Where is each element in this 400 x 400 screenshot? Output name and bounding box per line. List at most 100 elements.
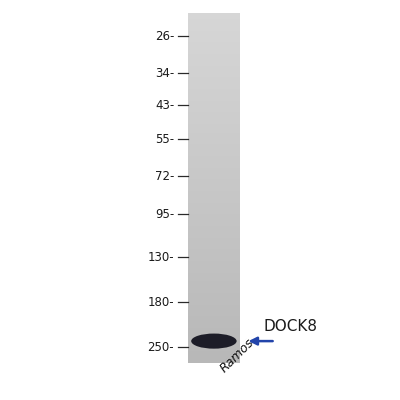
Bar [188,184,240,188]
Bar [188,359,240,363]
Bar [188,56,240,60]
Bar [188,257,240,261]
Bar [188,24,240,28]
Text: 43-: 43- [155,99,174,112]
Bar [188,100,240,104]
Bar [188,112,240,115]
Bar [188,88,240,92]
Bar [188,173,240,176]
Bar [188,176,240,179]
Text: Ramos: Ramos [218,336,257,375]
Bar [188,214,240,217]
Bar [188,263,240,267]
Bar [188,272,240,276]
Bar [188,199,240,203]
Bar [188,248,240,252]
Bar [188,80,240,83]
Bar [188,71,240,74]
Bar [188,91,240,95]
Bar [188,312,240,316]
Bar [188,266,240,270]
Bar [188,114,240,118]
Bar [188,48,240,51]
Bar [188,97,240,101]
Bar [188,150,240,153]
Text: 95-: 95- [155,208,174,221]
Bar [188,348,240,351]
Bar [188,126,240,130]
Text: 72-: 72- [155,170,174,183]
Bar [188,85,240,89]
Bar [188,187,240,191]
Bar [188,339,240,342]
Bar [188,190,240,194]
Bar [188,344,240,348]
Bar [188,18,240,22]
Bar [188,182,240,185]
Bar [188,330,240,334]
Bar [188,53,240,57]
Bar [188,327,240,331]
Bar [188,280,240,284]
Bar [188,12,240,16]
Text: 34-: 34- [155,67,174,80]
Bar [188,44,240,48]
Bar [188,216,240,220]
Bar [188,251,240,255]
Bar [188,65,240,69]
Bar [188,146,240,150]
Bar [188,117,240,121]
Bar [188,27,240,31]
Text: 55-: 55- [155,133,174,146]
Bar [188,353,240,357]
Bar [188,158,240,162]
Bar [188,74,240,77]
Bar [188,36,240,40]
Bar [188,33,240,37]
Bar [188,21,240,25]
Bar [188,202,240,206]
Bar [188,138,240,142]
Bar [188,321,240,325]
Bar [188,286,240,290]
Bar [188,196,240,200]
Bar [188,144,240,147]
Bar [188,234,240,238]
Bar [188,16,240,19]
Bar [188,59,240,63]
Bar [188,208,240,211]
Bar [188,304,240,308]
Bar [188,307,240,310]
Bar [188,120,240,124]
Bar [188,94,240,98]
Bar [188,219,240,223]
Bar [188,318,240,322]
Bar [188,260,240,264]
Bar [188,164,240,168]
Ellipse shape [191,334,237,349]
Bar [188,225,240,229]
Bar [188,170,240,174]
Bar [188,42,240,45]
Bar [188,316,240,319]
Bar [188,62,240,66]
Bar [188,123,240,127]
Bar [188,336,240,340]
Bar [188,152,240,156]
Bar [188,342,240,345]
Bar [188,39,240,42]
Bar [188,298,240,302]
Bar [188,106,240,110]
Bar [188,289,240,293]
Bar [188,278,240,281]
Bar [188,205,240,208]
Bar [188,178,240,182]
Bar [188,301,240,305]
Bar [188,222,240,226]
Bar [188,68,240,72]
Bar [188,129,240,133]
Bar [188,82,240,86]
Bar [188,167,240,171]
Bar [188,356,240,360]
Bar [188,30,240,34]
